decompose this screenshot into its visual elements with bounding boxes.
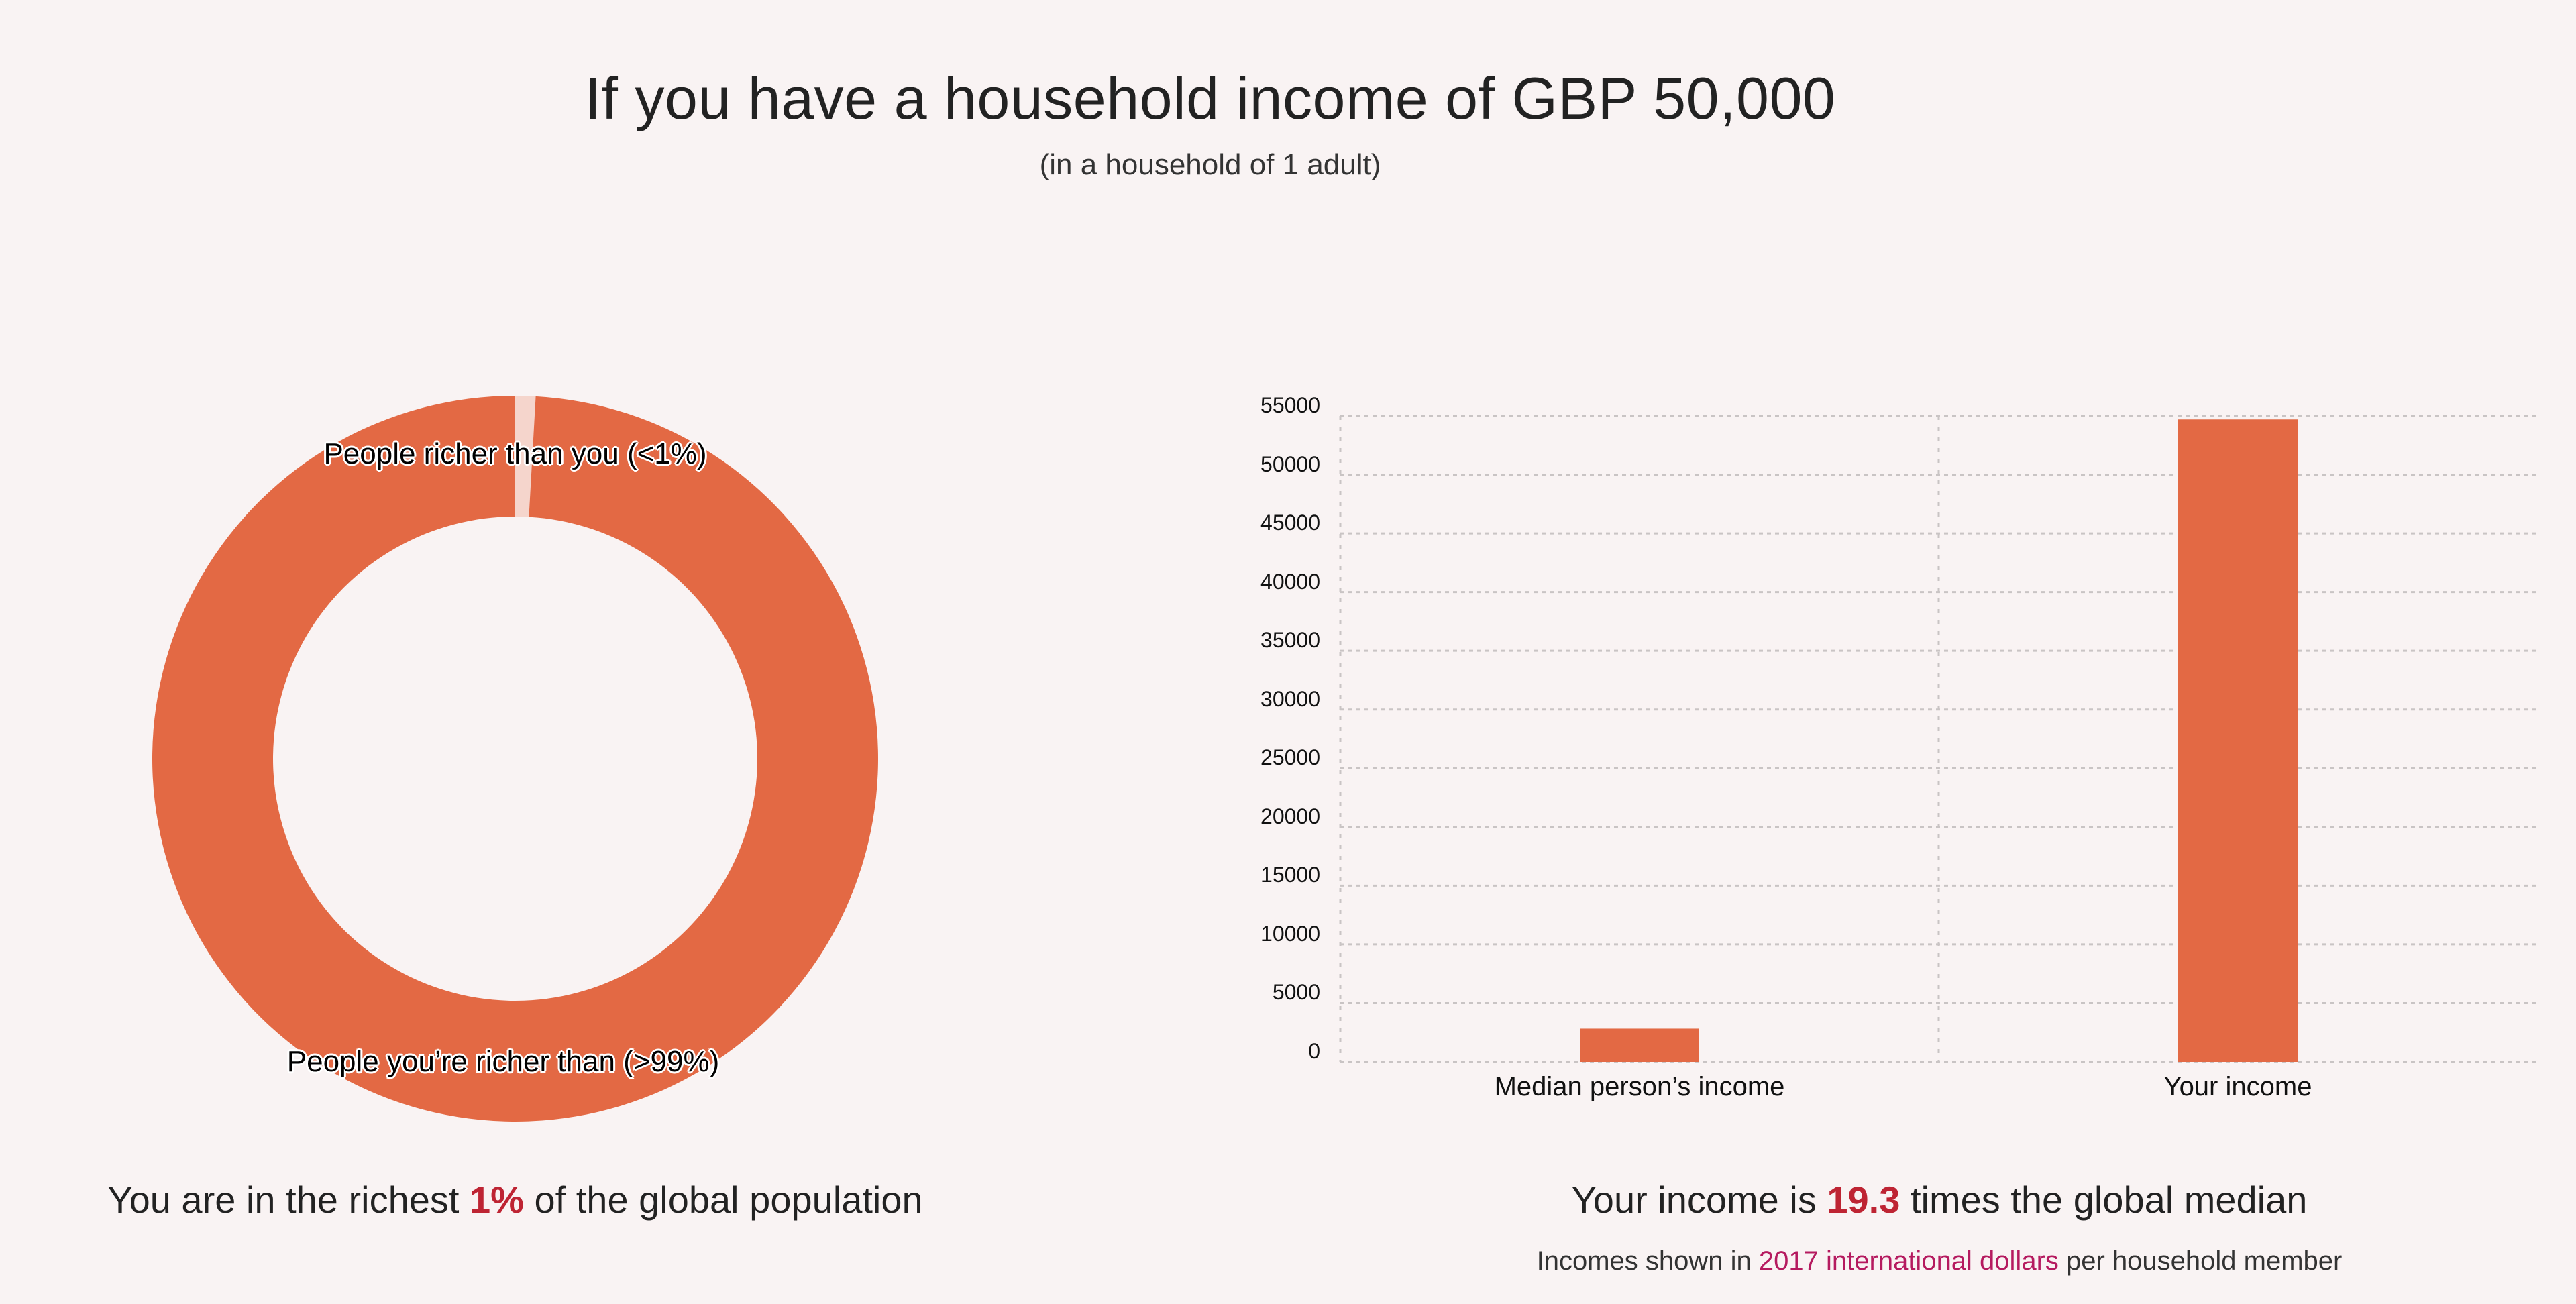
bar-summary-prefix: Your income is [1571,1179,1827,1221]
y-tick-label: 45000 [1260,510,1320,535]
donut-svg [152,396,879,1122]
bar [2178,419,2298,1062]
x-axis-label: Your income [2163,1072,2312,1101]
bar-bars [1580,419,2298,1062]
bar-gridlines [1339,415,2537,1063]
y-tick-label: 40000 [1260,569,1320,594]
donut-label-you-are-richer-than: People you’re richer than (>99%) [286,1045,720,1078]
donut-chart: People richer than you (<1%) People you’… [0,0,1046,1154]
footnote-suffix: per household member [2058,1246,2343,1276]
bar-summary-highlight: 19.3 [1827,1179,1900,1221]
y-tick-label: 25000 [1260,745,1320,770]
donut-label-richer-than-you: People richer than you (<1%) [323,437,707,470]
international-dollars-link[interactable]: 2017 international dollars [1758,1246,2059,1276]
bar [1580,1028,1699,1062]
page-title: If you have a household income of GBP 50… [584,65,1836,131]
bar-summary: Your income is 19.3 times the global med… [1572,1177,2308,1224]
donut-slice [515,396,536,517]
donut-summary-suffix: of the global population [523,1179,923,1221]
page-subtitle: (in a household of 1 adult) [1039,148,1381,181]
y-tick-label: 50000 [1260,451,1320,476]
footnote-prefix: Incomes shown in [1536,1246,1759,1276]
y-tick-label: 15000 [1260,863,1320,887]
y-tick-label: 10000 [1260,921,1320,946]
y-tick-label: 5000 [1272,980,1320,1005]
x-axis-label: Median person’s income [1494,1072,1785,1101]
y-tick-label: 0 [1308,1039,1320,1063]
donut-slice [152,396,879,1122]
donut-summary-prefix: You are in the richest [107,1179,470,1221]
y-tick-label: 30000 [1260,686,1320,711]
y-tick-label: 20000 [1260,804,1320,828]
y-tick-label: 55000 [1260,393,1320,417]
currency-footnote: Incomes shown in 2017 international doll… [1537,1242,2343,1280]
donut-summary: You are in the richest 1% of the global … [107,1177,922,1224]
bar-summary-suffix: times the global median [1900,1179,2308,1221]
y-tick-label: 35000 [1260,628,1320,653]
donut-summary-highlight: 1% [469,1179,524,1221]
